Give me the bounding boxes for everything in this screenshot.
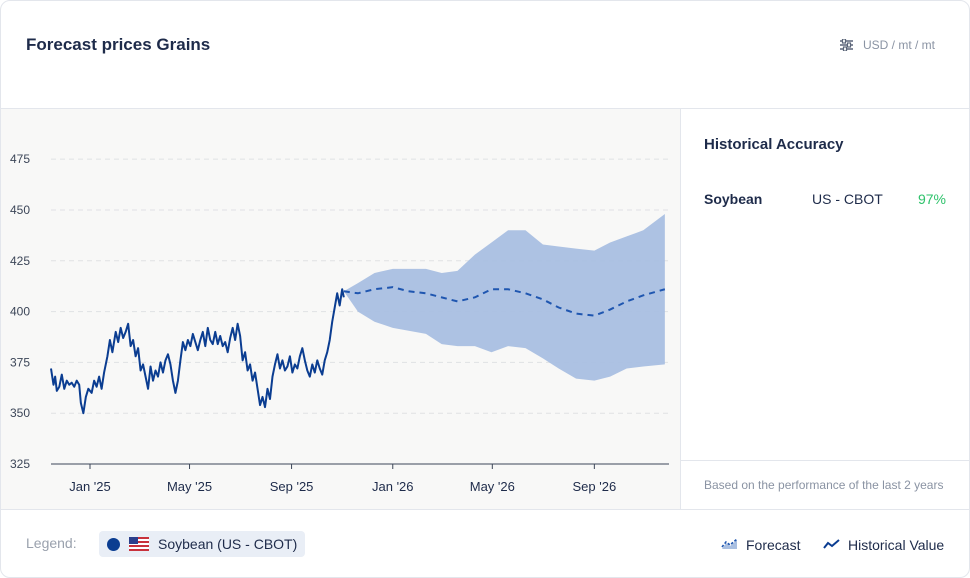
series-color-dot <box>107 537 120 551</box>
historical-series-line <box>50 288 345 415</box>
y-tick-label: 350 <box>10 406 30 420</box>
page-title: Forecast prices Grains <box>26 35 211 54</box>
accuracy-commodity: Soybean <box>704 191 763 207</box>
price-chart[interactable]: 325 350 375 400 425 450 475 Jan '25 May '25 Sep '… <box>1 109 680 509</box>
x-tick-label: Jan '26 <box>372 479 414 494</box>
forecast-key[interactable]: Forecast <box>721 537 800 553</box>
y-tick-label: 325 <box>10 457 30 471</box>
card-header: Forecast prices Grains USD / mt / mt <box>1 1 969 109</box>
chart-area: 325 350 375 400 425 450 475 Jan '25 May '25 Sep '… <box>1 109 681 509</box>
accuracy-panel: Historical Accuracy Soybean US - CBOT 97… <box>681 109 969 509</box>
x-tick-label: Jan '25 <box>69 479 111 494</box>
y-tick-label: 400 <box>10 305 30 319</box>
y-tick-label: 425 <box>10 254 30 268</box>
legend-chip-soybean[interactable]: Soybean (US - CBOT) <box>99 531 306 557</box>
line-chart-icon <box>823 537 840 553</box>
units-label: USD / mt / mt <box>863 38 935 52</box>
x-tick-label: Sep '25 <box>270 479 314 494</box>
sliders-icon <box>840 39 853 51</box>
accuracy-value: 97% <box>917 191 946 207</box>
accuracy-exchange: US - CBOT <box>812 191 883 207</box>
historical-key-label: Historical Value <box>848 537 945 553</box>
y-tick-label: 450 <box>10 203 30 217</box>
x-tick-label: May '25 <box>167 479 212 494</box>
x-tick-label: May '26 <box>470 479 515 494</box>
legend-bar: Legend: Soybean (US - CBOT) <box>1 509 969 577</box>
y-tick-label: 375 <box>10 355 30 369</box>
accuracy-footnote-bar: Based on the performance of the last 2 y… <box>681 460 969 510</box>
units-selector[interactable]: USD / mt / mt <box>840 38 935 52</box>
historical-key[interactable]: Historical Value <box>823 537 944 553</box>
area-chart-icon <box>721 537 738 553</box>
us-flag-icon <box>129 537 149 551</box>
forecast-confidence-band <box>343 214 665 381</box>
legend-chip-label: Soybean (US - CBOT) <box>158 536 298 552</box>
y-tick-label: 475 <box>10 152 30 166</box>
accuracy-title: Historical Accuracy <box>704 136 844 153</box>
x-tick-label: Sep '26 <box>572 479 616 494</box>
accuracy-footnote: Based on the performance of the last 2 y… <box>704 478 944 492</box>
legend-label: Legend: <box>26 535 77 551</box>
forecast-key-label: Forecast <box>746 537 801 553</box>
